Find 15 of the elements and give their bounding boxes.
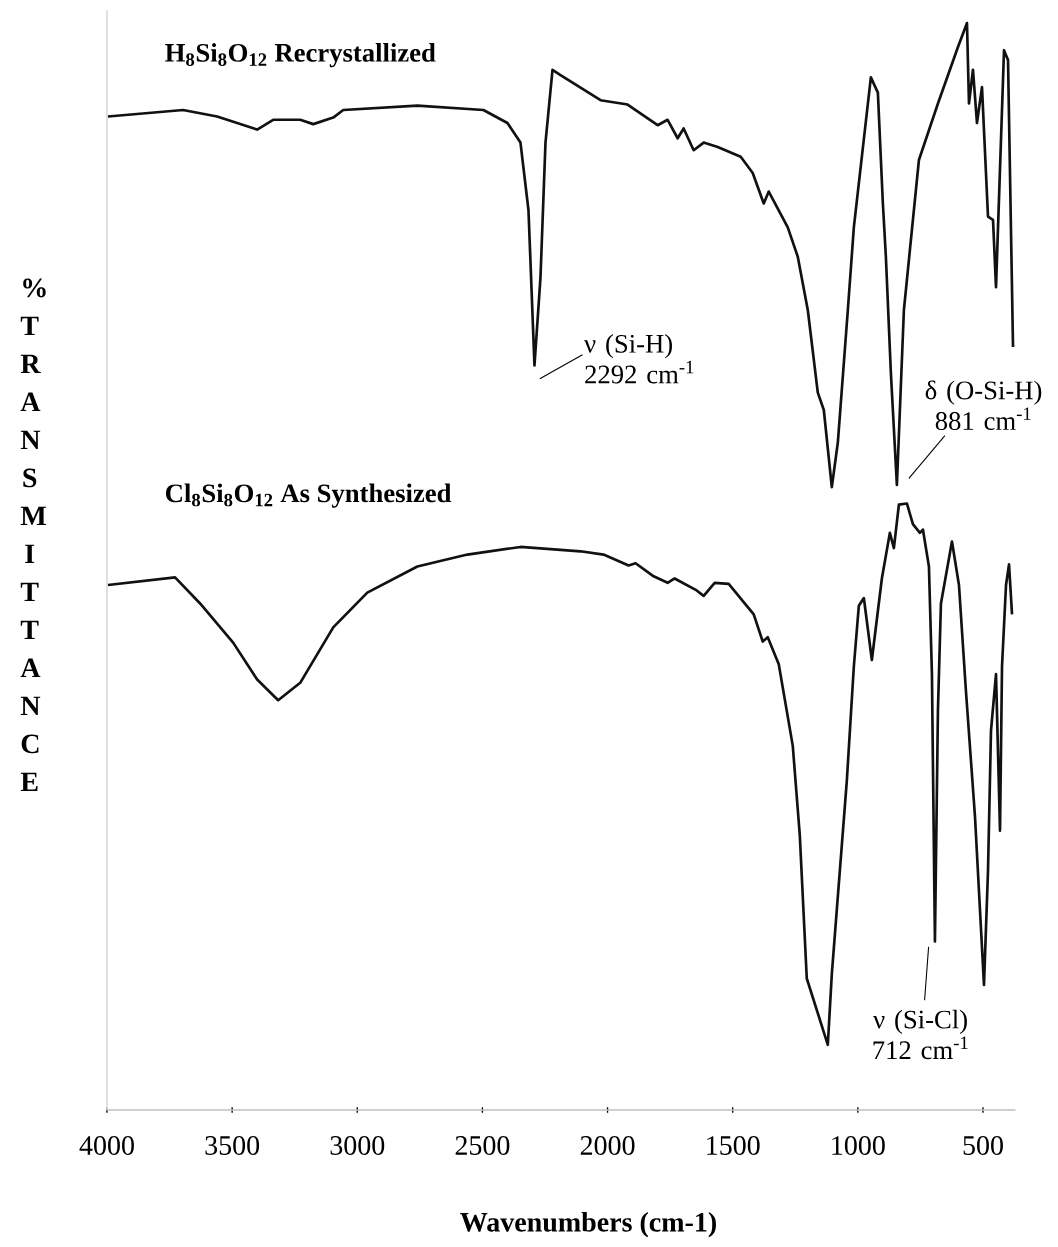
x-tick-label: 2500 <box>455 1136 510 1155</box>
x-tick-label: 2000 <box>580 1136 635 1155</box>
text: % TRANSMITTANCE <box>20 278 46 792</box>
x-tick-label: 3000 <box>330 1136 385 1155</box>
annotation: ν (Si-Cl) 712 cm$^{-1}$ <box>873 1009 968 1060</box>
text: H$_{8}$Si$_{8}$O$_{12}$ Recrystallized <box>165 43 436 68</box>
x-tick-label: 1000 <box>832 1136 885 1155</box>
x-axis-title: Wavenumbers (cm-1) <box>460 1211 716 1238</box>
annotation: ν (Si-H) 2292 cm$^{-1}$ <box>584 334 694 384</box>
text: Cl$_{8}$Si$_{8}$O$_{12}$ As Synthesized <box>166 483 452 508</box>
x-tick-label: 3500 <box>205 1136 260 1155</box>
annotation: δ (O-Si-H) 881 cm$^{-1}$ <box>925 380 1042 431</box>
x-tick-label: 500 <box>963 1136 1003 1155</box>
x-tick-label: 1500 <box>707 1136 760 1155</box>
x-tick-label: 4000 <box>79 1136 134 1155</box>
